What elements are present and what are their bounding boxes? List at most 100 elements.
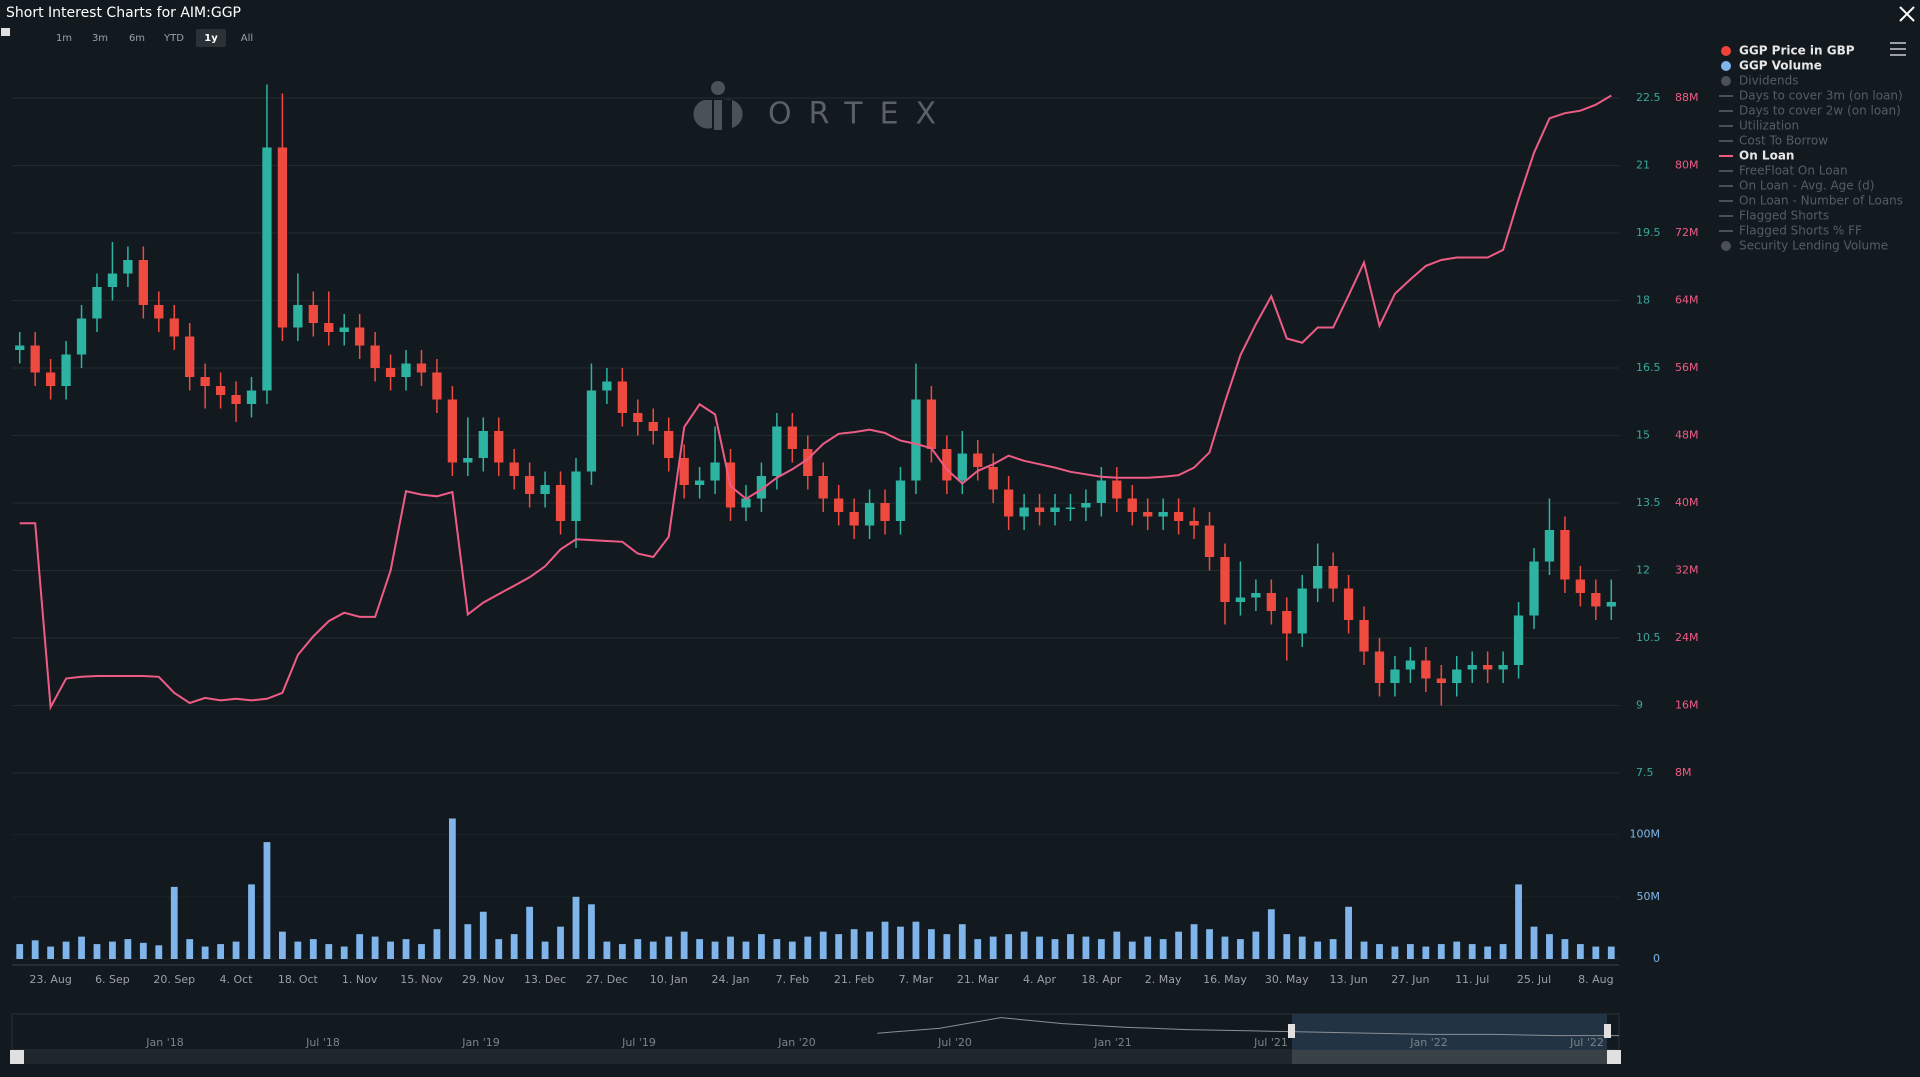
candle-body: [1034, 507, 1045, 512]
legend-item[interactable]: Flagged Shorts: [1739, 209, 1829, 223]
volume-bar: [1128, 941, 1136, 959]
scrollbar-thumb[interactable]: [1292, 1050, 1607, 1064]
navigator-handle[interactable]: [1288, 1024, 1295, 1038]
x-tick-label: 23. Aug: [29, 973, 71, 986]
candle-body: [246, 390, 257, 404]
candle-body: [416, 363, 427, 373]
candle-body: [370, 345, 380, 368]
range-button[interactable]: YTD: [163, 33, 184, 44]
navigator-label: Jan '20: [777, 1036, 815, 1049]
volume-bar: [402, 939, 410, 959]
volume-bar: [1314, 941, 1322, 959]
candle-body: [988, 467, 998, 490]
volume-bar: [1530, 926, 1538, 959]
range-button-bg: [196, 29, 226, 47]
volume-bar: [232, 941, 240, 959]
navigator-handle[interactable]: [1604, 1024, 1611, 1038]
candle-body: [926, 399, 937, 449]
legend-item[interactable]: On Loan: [1739, 149, 1794, 163]
candle-body: [1220, 557, 1230, 602]
legend-item[interactable]: Cost To Borrow: [1739, 134, 1828, 148]
small-toggle[interactable]: [1, 28, 10, 36]
volume-bar: [850, 929, 858, 959]
scrollbar-track: [10, 1050, 1621, 1064]
legend-symbol: [1721, 46, 1731, 56]
range-button[interactable]: 1m: [56, 33, 72, 44]
candle-body: [834, 498, 844, 512]
candle-body: [633, 413, 643, 422]
legend-item[interactable]: On Loan - Avg. Age (d): [1739, 179, 1874, 193]
legend-item[interactable]: Utilization: [1739, 119, 1799, 133]
volume-bar: [1097, 939, 1105, 959]
volume-bar: [201, 946, 209, 959]
y-tick-label: 13.5: [1636, 496, 1661, 509]
y-tick-label: 12: [1636, 564, 1650, 577]
candle-body: [1189, 521, 1199, 526]
x-tick-label: 21. Mar: [957, 973, 999, 986]
legend-item[interactable]: FreeFloat On Loan: [1739, 164, 1848, 178]
candle-body: [1575, 579, 1586, 593]
y-tick-label: 15: [1636, 429, 1650, 442]
x-tick-label: 7. Feb: [776, 973, 809, 986]
range-button[interactable]: 3m: [92, 33, 108, 44]
legend-item[interactable]: Days to cover 3m (on loan): [1739, 89, 1903, 103]
navigator-window[interactable]: [1292, 1014, 1607, 1050]
candle-body: [1529, 561, 1539, 616]
legend-item[interactable]: Flagged Shorts % FF: [1739, 224, 1862, 238]
x-tick-label: 11. Jul: [1455, 973, 1489, 986]
legend-item[interactable]: Days to cover 2w (on loan): [1739, 104, 1901, 118]
candle-body: [525, 476, 535, 494]
scroll-left[interactable]: [10, 1050, 24, 1064]
legend-item[interactable]: GGP Volume: [1739, 59, 1822, 73]
fullscreen-icon[interactable]: [1899, 6, 1915, 22]
candle-body: [1112, 480, 1122, 499]
volume-bar: [1190, 924, 1198, 959]
candle-body: [1081, 503, 1091, 508]
candle-body: [1513, 615, 1524, 665]
navigator-label: Jan '21: [1093, 1036, 1131, 1049]
volume-bar: [124, 939, 132, 959]
candle-body: [803, 449, 813, 476]
candle-body: [1359, 620, 1369, 652]
y-tick-label: 10.5: [1636, 631, 1661, 644]
range-button[interactable]: All: [241, 33, 253, 44]
legend-item[interactable]: Security Lending Volume: [1739, 239, 1888, 253]
candle-body: [895, 480, 906, 521]
navigator-label: Jul '20: [937, 1036, 972, 1049]
volume-bar: [1175, 931, 1183, 959]
range-button[interactable]: 6m: [129, 33, 145, 44]
candle-body: [787, 426, 797, 449]
candle-body: [849, 512, 859, 526]
watermark: ORTEX: [768, 97, 953, 132]
legend-item[interactable]: Dividends: [1739, 74, 1798, 88]
range-button[interactable]: 1y: [204, 33, 218, 44]
x-tick-label: 13. Jun: [1329, 973, 1367, 986]
volume-bar: [1144, 936, 1152, 959]
scroll-right[interactable]: [1607, 1050, 1621, 1064]
volume-bar: [773, 939, 781, 959]
volume-bar: [418, 944, 425, 959]
volume-bar: [1592, 946, 1600, 959]
candle-body: [1374, 651, 1385, 683]
candle-body: [76, 318, 87, 355]
x-tick-label: 13. Dec: [524, 973, 566, 986]
volume-bar: [294, 941, 302, 959]
y2-tick-label: 56M: [1675, 361, 1699, 374]
legend-item[interactable]: GGP Price in GBP: [1739, 44, 1855, 58]
x-tick-label: 2. May: [1145, 973, 1182, 986]
candle-body: [818, 476, 828, 499]
volume-bar: [804, 936, 812, 959]
y2-tick-label: 32M: [1675, 564, 1699, 577]
volume-bar: [665, 936, 673, 959]
volume-bar: [835, 934, 843, 959]
candle-body: [756, 476, 767, 499]
volume-bar: [711, 941, 719, 959]
legend-item[interactable]: On Loan - Number of Loans: [1739, 194, 1903, 208]
volume-bar: [1345, 906, 1352, 959]
y-tick-label: 21: [1636, 159, 1650, 172]
candle-body: [602, 381, 612, 391]
volume-bar: [217, 944, 225, 959]
volume-bar: [263, 842, 271, 959]
menu-icon[interactable]: [1890, 42, 1906, 56]
